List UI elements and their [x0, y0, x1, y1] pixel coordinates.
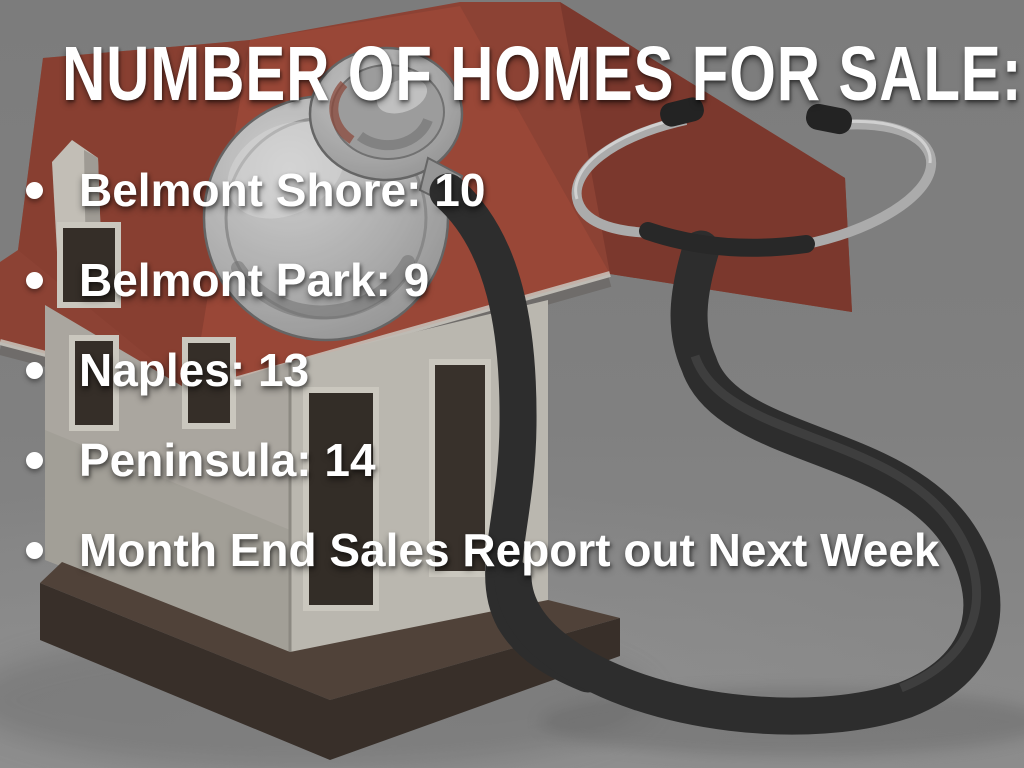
- bullet-dot-icon: [26, 181, 43, 199]
- bullet-item: Belmont Shore: 10: [0, 145, 1010, 235]
- bullet-text: Month End Sales Report out Next Week: [79, 524, 940, 576]
- bullet-dot-icon: [26, 451, 43, 469]
- bullet-text: Naples: 13: [79, 344, 310, 396]
- bullet-item: Month End Sales Report out Next Week: [0, 505, 1010, 595]
- stethoscope-ear-tips: [660, 97, 852, 135]
- slide-title: NUMBER OF HOMES FOR SALE:: [62, 31, 1023, 117]
- bullet-item: Naples: 13: [0, 325, 1010, 415]
- house-windows: [57, 222, 491, 577]
- bullet-text: Belmont Shore: 10: [79, 164, 486, 216]
- house-door: [303, 387, 379, 611]
- bullet-list: Belmont Shore: 10 Belmont Park: 9 Naples…: [0, 145, 1010, 595]
- bullet-dot-icon: [26, 271, 43, 289]
- bullet-item: Peninsula: 14: [0, 415, 1010, 505]
- bullet-dot-icon: [26, 541, 43, 559]
- stethoscope-illustration: [202, 46, 1001, 735]
- bullet-item: Belmont Park: 9: [0, 235, 1010, 325]
- bullet-text: Belmont Park: 9: [79, 254, 430, 306]
- bullet-dot-icon: [26, 361, 43, 379]
- bullet-text: Peninsula: 14: [79, 434, 376, 486]
